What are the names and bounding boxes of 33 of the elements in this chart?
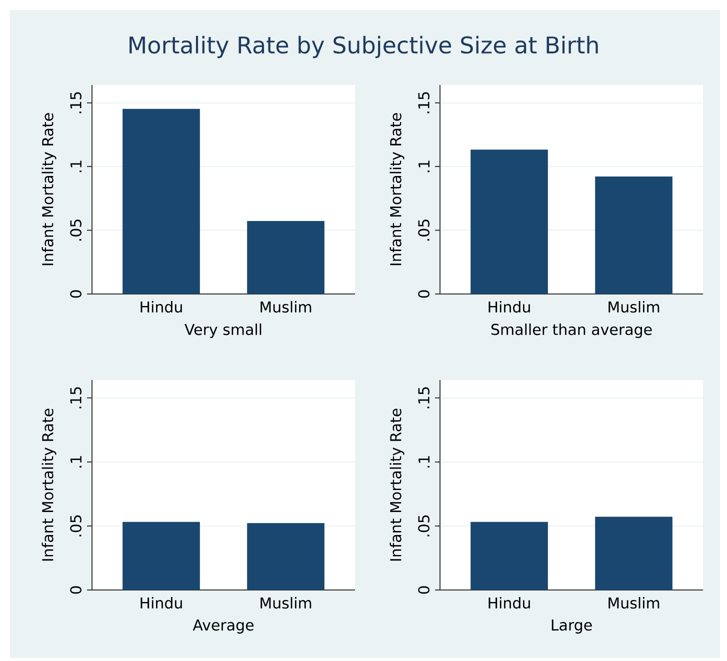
y-tick-label: .15: [418, 387, 430, 408]
y-tick-label: 0: [70, 290, 82, 298]
x-tick-label: Hindu: [488, 301, 530, 313]
y-tick-label: .1: [418, 456, 430, 468]
y-tick-label: .05: [418, 220, 430, 241]
x-tick-label: Muslim: [608, 597, 660, 609]
x-axis-title: Very small: [184, 324, 262, 338]
y-tick-label: .05: [70, 515, 82, 536]
y-tick-label: .1: [418, 160, 430, 172]
y-tick-label: 0: [418, 290, 430, 298]
x-axis-title: Average: [192, 620, 254, 634]
y-tick-label: 0: [418, 586, 430, 594]
x-tick-label: Hindu: [140, 597, 182, 609]
y-axis-title: Infant Mortality Rate: [42, 408, 56, 561]
x-tick-label: Muslim: [608, 301, 660, 313]
y-axis-title: Infant Mortality Rate: [390, 408, 404, 561]
y-tick-label: .05: [70, 220, 82, 241]
x-tick-label: Muslim: [260, 301, 312, 313]
y-tick-label: .05: [418, 515, 430, 536]
y-tick-label: .1: [70, 160, 82, 172]
x-tick-label: Hindu: [488, 597, 530, 609]
x-axis-title: Smaller than average: [491, 324, 652, 338]
x-tick-label: Muslim: [260, 597, 312, 609]
y-axis-title: Infant Mortality Rate: [42, 113, 56, 266]
y-tick-label: .15: [70, 92, 82, 114]
x-axis-title: Large: [552, 620, 592, 634]
y-tick-label: 0: [70, 586, 82, 594]
y-tick-label: .15: [418, 92, 430, 114]
y-tick-label: .1: [70, 456, 82, 468]
y-tick-label: .15: [70, 387, 82, 408]
x-tick-label: Hindu: [140, 301, 182, 313]
chart-title: Mortality Rate by Subjective Size at Birth: [130, 36, 598, 58]
y-axis-title: Infant Mortality Rate: [390, 113, 404, 266]
